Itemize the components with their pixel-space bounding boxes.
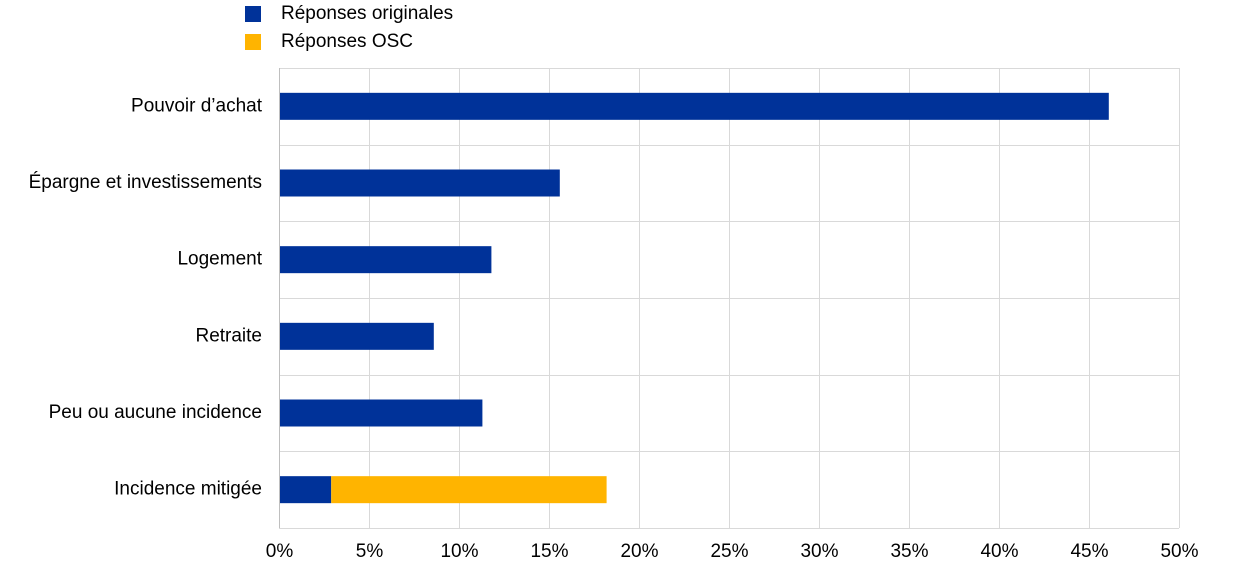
bar bbox=[279, 322, 434, 350]
x-tick-label: 5% bbox=[356, 541, 384, 562]
bar bbox=[331, 476, 607, 504]
legend-swatch bbox=[245, 34, 261, 50]
y-tick-label: Logement bbox=[177, 249, 262, 270]
y-tick-label: Retraite bbox=[195, 325, 262, 346]
bar bbox=[279, 92, 1109, 120]
legend-label: Réponses originales bbox=[281, 3, 453, 24]
x-tick-label: 0% bbox=[266, 541, 294, 562]
x-tick-label: 50% bbox=[1160, 541, 1198, 562]
x-tick-label: 45% bbox=[1070, 541, 1108, 562]
y-tick-label: Épargne et investissements bbox=[29, 172, 262, 193]
y-tick-label: Incidence mitigée bbox=[114, 479, 262, 500]
bar bbox=[279, 246, 492, 274]
y-tick-label: Pouvoir d’achat bbox=[131, 95, 263, 116]
x-tick-label: 15% bbox=[530, 541, 568, 562]
x-tick-label: 40% bbox=[980, 541, 1018, 562]
x-tick-label: 35% bbox=[890, 541, 928, 562]
bar bbox=[279, 476, 332, 504]
legend-swatch bbox=[245, 6, 261, 22]
x-tick-label: 10% bbox=[440, 541, 478, 562]
x-tick-label: 20% bbox=[620, 541, 658, 562]
bar bbox=[279, 399, 483, 427]
bar bbox=[279, 169, 560, 197]
y-tick-label: Peu ou aucune incidence bbox=[49, 402, 262, 423]
x-tick-label: 30% bbox=[800, 541, 838, 562]
legend-label: Réponses OSC bbox=[281, 31, 413, 52]
x-tick-label: 25% bbox=[710, 541, 748, 562]
